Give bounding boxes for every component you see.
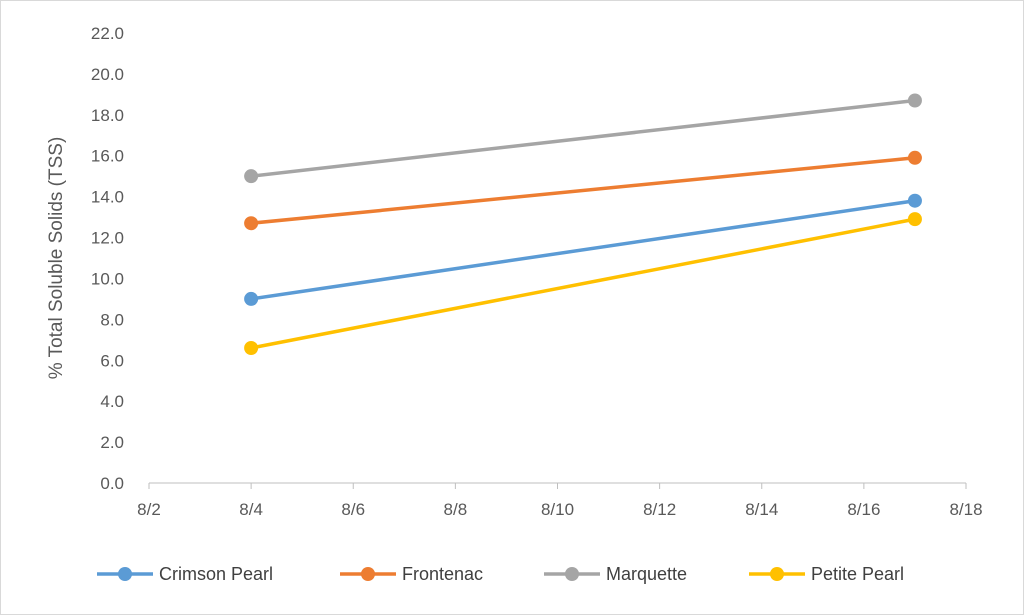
- legend-marker: [770, 567, 784, 581]
- data-point: [244, 216, 259, 231]
- series-petite-pearl: [244, 212, 922, 355]
- y-tick-label: 10.0: [91, 269, 124, 288]
- data-point: [244, 341, 259, 355]
- data-point: [907, 193, 922, 208]
- y-tick-label: 20.0: [91, 65, 124, 84]
- legend-item: Petite Pearl: [749, 564, 904, 584]
- x-tick-label: 8/16: [847, 500, 880, 519]
- series-frontenac: [244, 150, 922, 231]
- legend-marker: [565, 567, 579, 581]
- y-tick-label: 2.0: [100, 433, 124, 452]
- series-line: [250, 156, 916, 225]
- legend-marker: [361, 567, 375, 581]
- y-tick-label: 18.0: [91, 106, 124, 125]
- y-tick-label: 22.0: [91, 24, 124, 43]
- x-tick-label: 8/14: [745, 500, 778, 519]
- legend: Crimson Pearl Frontenac Marquette Petite Pe…: [97, 564, 904, 584]
- y-tick-label: 8.0: [100, 310, 124, 329]
- data-point: [244, 169, 259, 184]
- y-axis-label: % Total Soluble Solids (TSS): [46, 137, 67, 380]
- legend-item: Frontenac: [340, 564, 483, 584]
- y-tick-label: 0.0: [100, 474, 124, 493]
- series-group: [244, 93, 922, 355]
- y-tick-label: 14.0: [91, 188, 124, 207]
- legend-item: Marquette: [544, 564, 687, 584]
- y-tick-label: 6.0: [100, 351, 124, 370]
- x-tick-label: 8/8: [444, 500, 468, 519]
- x-tick-label: 8/12: [643, 500, 676, 519]
- axes: 0.0 2.0 4.0 6.0 8.0 10.0 12.0 14.0 16.0 18.0 20.0 2…: [91, 24, 983, 519]
- data-point: [907, 93, 922, 108]
- x-tick-label: 8/2: [137, 500, 161, 519]
- y-tick-label: 4.0: [100, 392, 124, 411]
- legend-marker: [118, 567, 132, 581]
- legend-item: Crimson Pearl: [97, 564, 273, 584]
- data-point: [244, 291, 259, 306]
- legend-label: Marquette: [606, 564, 687, 584]
- series-line: [250, 98, 916, 178]
- series-line: [250, 198, 916, 301]
- x-tick-label: 8/18: [949, 500, 982, 519]
- legend-label: Petite Pearl: [811, 564, 904, 584]
- data-point: [907, 150, 922, 165]
- y-tick-label: 16.0: [91, 147, 124, 166]
- legend-label: Crimson Pearl: [159, 564, 273, 584]
- x-tick-label: 8/4: [239, 500, 263, 519]
- x-tick-label: 8/10: [541, 500, 574, 519]
- legend-label: Frontenac: [402, 564, 483, 584]
- y-tick-label: 12.0: [91, 229, 124, 248]
- x-tick-label: 8/6: [341, 500, 365, 519]
- series-crimson-pearl: [244, 193, 922, 306]
- series-line: [250, 217, 916, 350]
- data-point: [907, 212, 922, 227]
- series-marquette: [244, 93, 922, 184]
